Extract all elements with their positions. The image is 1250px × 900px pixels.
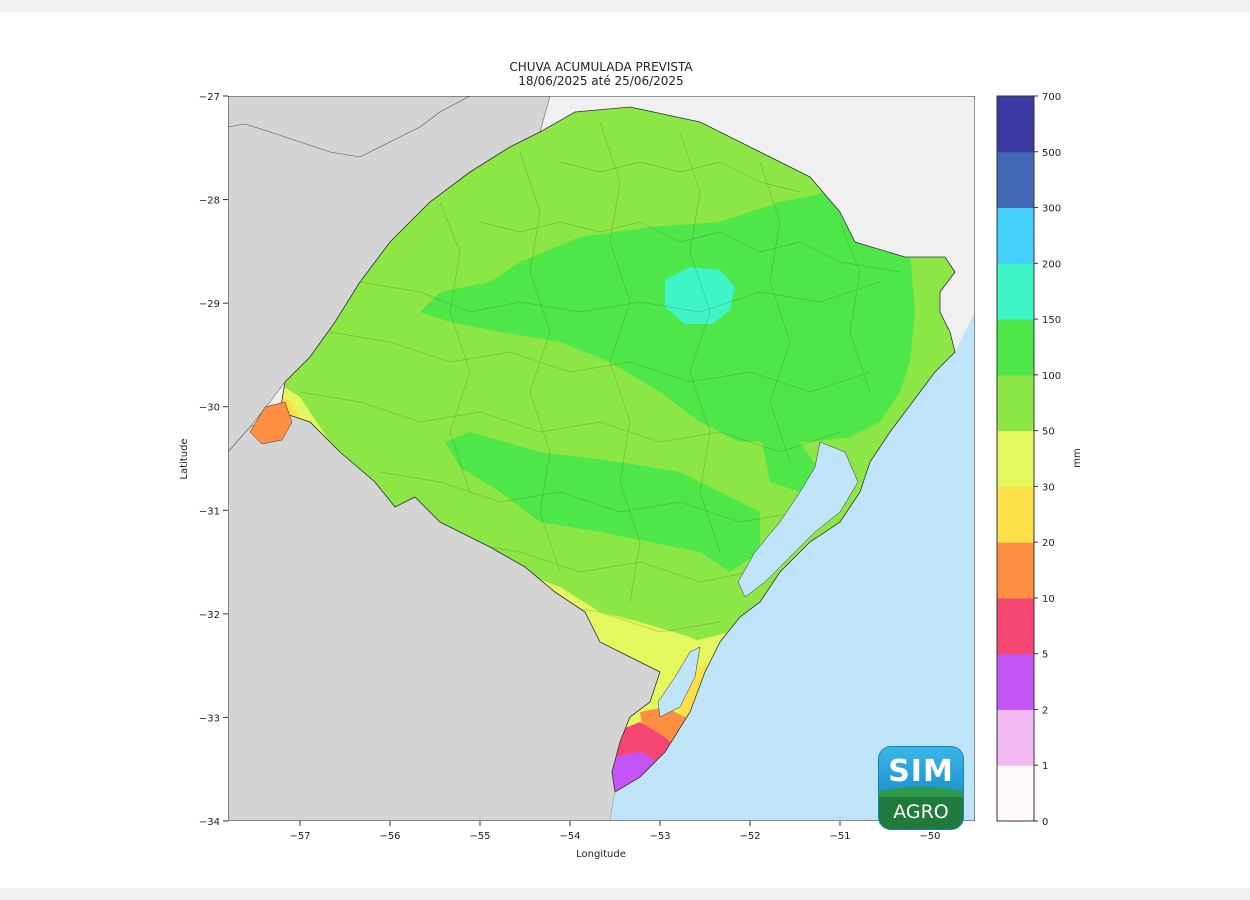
ocean (610, 312, 975, 821)
colorbar-segment (997, 96, 1034, 153)
colorbar-segment (997, 263, 1034, 320)
colorbar-segment (997, 709, 1034, 766)
colorbar-segment (997, 486, 1034, 543)
x-tick-label: −57 (289, 831, 310, 842)
x-tick-label: −53 (649, 831, 670, 842)
colorbar-segment (997, 597, 1034, 655)
colorbar-tick-label: 5 (1042, 650, 1048, 661)
colorbar-tick-label: 200 (1042, 259, 1061, 270)
x-tick-label: −50 (919, 831, 940, 842)
y-tick-label: −32 (199, 610, 220, 621)
y-tick-label: −29 (199, 299, 220, 310)
colorbar-segment (997, 207, 1034, 264)
x-axis-ticks: −57 −56 −55 −54 −53 −52 −51 −50 (289, 821, 941, 842)
colorbar-segment (997, 765, 1034, 822)
rain-band-10-20-west (249, 401, 293, 445)
rainfall-forecast-map: CHUVA ACUMULADA PREVISTA 18/06/2025 até … (179, 60, 1083, 860)
colorbar-tick-label: 150 (1042, 315, 1061, 326)
colorbar-tick-label: 0 (1042, 817, 1048, 828)
y-tick-label: −30 (199, 403, 220, 414)
x-tick-label: −51 (829, 831, 850, 842)
rain-band-100-150-north (420, 192, 915, 442)
x-tick-label: −52 (739, 831, 760, 842)
map-title-line1: CHUVA ACUMULADA PREVISTA (509, 60, 693, 74)
colorbar-segment (997, 151, 1034, 209)
colorbar-tick-label: 2 (1042, 705, 1048, 716)
y-tick-label: −34 (199, 817, 220, 828)
rain-band-150-200 (665, 267, 735, 324)
colorbar-segment (997, 653, 1034, 710)
colorbar-tick-label: 500 (1042, 148, 1061, 159)
sim-agro-logo: SIM AGRO (879, 747, 963, 829)
colorbar-tick-label: 1 (1042, 761, 1048, 772)
colorbar-tick-label: 300 (1042, 204, 1061, 215)
colorbar-segment (997, 374, 1034, 432)
rain-band-2-5-south (608, 752, 662, 792)
x-tick-label: −56 (379, 831, 400, 842)
colorbar-tick-label: 30 (1042, 482, 1055, 493)
colorbar-tick-label: 700 (1042, 92, 1061, 103)
state-outline (279, 106, 956, 793)
colorbar-tick-label: 10 (1042, 594, 1055, 605)
lagoa-dos-patos (737, 441, 859, 598)
colorbar-frame (996, 95, 1035, 822)
municipal-boundaries (299, 121, 901, 633)
colorbar-tick-label: 50 (1042, 427, 1055, 438)
map-title-line2: 18/06/2025 até 25/06/2025 (518, 74, 683, 88)
colorbar: 0 1 2 5 10 20 30 50 100 150 200 300 500 700 (996, 92, 1061, 828)
colorbar-segment (997, 319, 1034, 376)
logo-line2: AGRO (879, 797, 963, 829)
colorbar-tick-label: 100 (1042, 371, 1061, 382)
x-tick-label: −54 (559, 831, 580, 842)
rain-band-100-150-central (445, 432, 760, 572)
y-tick-label: −33 (199, 713, 220, 724)
figure-frame: CHUVA ACUMULADA PREVISTA 18/06/2025 até … (0, 12, 1250, 888)
lagoa-mirim (657, 646, 701, 718)
logo-line1: SIM (879, 747, 963, 797)
colorbar-tick-label: 20 (1042, 538, 1055, 549)
colorbar-unit-label: mm (1072, 448, 1083, 467)
colorbar-segment (997, 430, 1034, 487)
y-tick-label: −28 (199, 196, 220, 207)
x-axis-label: Longitude (576, 849, 626, 860)
y-axis-label: Latitude (179, 438, 190, 479)
map-plot-area (228, 96, 975, 821)
colorbar-segment (997, 542, 1034, 599)
y-tick-label: −27 (199, 92, 220, 103)
y-axis-ticks: −27 −28 −29 −30 −31 −32 −33 −34 (199, 92, 228, 828)
y-tick-label: −31 (199, 506, 220, 517)
x-tick-label: −55 (469, 831, 490, 842)
